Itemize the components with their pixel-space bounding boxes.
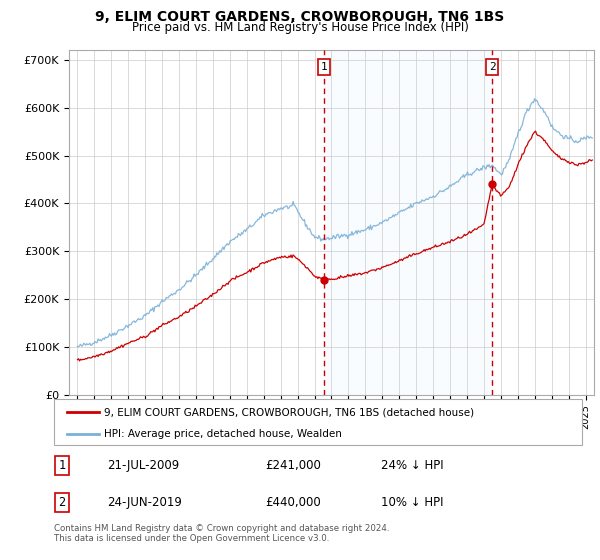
Text: £241,000: £241,000 [265,459,321,472]
Text: 21-JUL-2009: 21-JUL-2009 [107,459,179,472]
Text: 24-JUN-2019: 24-JUN-2019 [107,496,182,509]
Text: 2: 2 [58,496,65,509]
Text: HPI: Average price, detached house, Wealden: HPI: Average price, detached house, Weal… [104,429,342,438]
Text: 1: 1 [58,459,65,472]
Text: 10% ↓ HPI: 10% ↓ HPI [382,496,444,509]
Text: 24% ↓ HPI: 24% ↓ HPI [382,459,444,472]
Text: 2: 2 [488,62,496,72]
Text: Contains HM Land Registry data © Crown copyright and database right 2024.
This d: Contains HM Land Registry data © Crown c… [54,524,389,543]
Text: 9, ELIM COURT GARDENS, CROWBOROUGH, TN6 1BS (detached house): 9, ELIM COURT GARDENS, CROWBOROUGH, TN6 … [104,407,474,417]
Text: 1: 1 [320,62,327,72]
Text: 9, ELIM COURT GARDENS, CROWBOROUGH, TN6 1BS: 9, ELIM COURT GARDENS, CROWBOROUGH, TN6 … [95,10,505,24]
Text: £440,000: £440,000 [265,496,321,509]
Text: Price paid vs. HM Land Registry's House Price Index (HPI): Price paid vs. HM Land Registry's House … [131,21,469,34]
Bar [324,50,492,395]
